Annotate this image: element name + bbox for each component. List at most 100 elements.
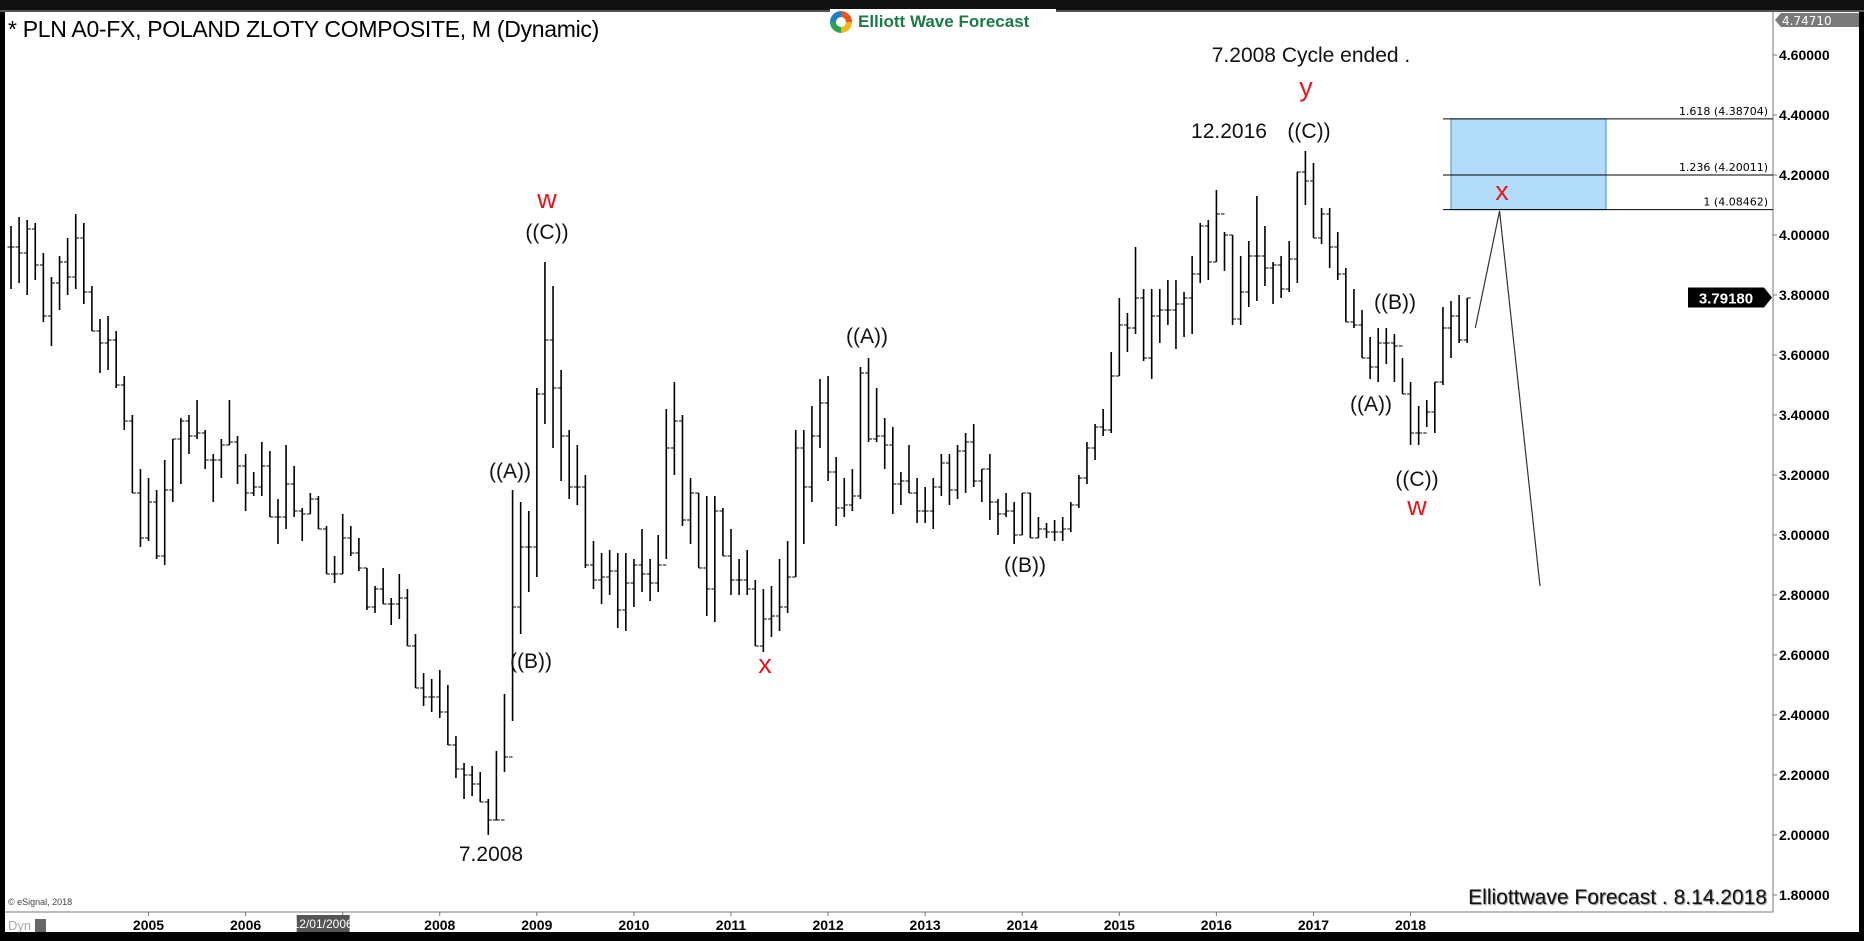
y-tick-label: 2.20000 — [1779, 767, 1830, 783]
ohlc-bar — [323, 526, 331, 575]
wave-label-b-2017: ((B)) — [1374, 291, 1416, 314]
ohlc-bar — [735, 559, 743, 595]
ohlc-bar — [250, 472, 258, 496]
wave-label-a-2017: ((A)) — [1350, 393, 1392, 416]
ohlc-bar — [387, 598, 395, 625]
ohlc-bar — [444, 685, 452, 746]
wave-label-a-2008: ((A)) — [489, 460, 531, 483]
ohlc-bar — [177, 418, 185, 484]
ohlc-bar — [638, 529, 646, 592]
ohlc-bar — [1148, 289, 1156, 379]
ohlc-bar — [816, 379, 824, 448]
ohlc-bar — [1051, 520, 1059, 541]
ohlc-bar — [1212, 190, 1220, 263]
dyn-toggle[interactable]: Dyn — [8, 918, 47, 933]
ohlc-bar — [452, 736, 460, 778]
ohlc-bar — [824, 376, 832, 481]
ohlc-bar — [889, 427, 897, 514]
ohlc-bar — [573, 445, 581, 505]
x-tick-label: 2008 — [424, 917, 455, 933]
ohlc-bar — [1269, 262, 1277, 304]
ohlc-bar — [56, 256, 64, 310]
ohlc-bar — [347, 526, 355, 556]
lock-icon[interactable] — [35, 919, 47, 932]
ohlc-bar — [784, 541, 792, 613]
ohlc-bar — [1059, 517, 1067, 541]
y-tick-label: 3.20000 — [1779, 467, 1830, 483]
ohlc-bar — [23, 220, 31, 295]
wave-label-x-target: x — [1495, 176, 1509, 206]
ohlc-bar — [225, 400, 233, 446]
ohlc-bar — [1390, 334, 1398, 382]
ohlc-bar — [743, 550, 751, 595]
ohlc-bar — [1350, 289, 1358, 328]
x-tick-label: 2017 — [1298, 917, 1329, 933]
ohlc-bar — [136, 469, 144, 547]
ohlc-bar — [533, 388, 541, 577]
ohlc-bar — [1301, 151, 1309, 205]
ohlc-bar — [589, 541, 597, 589]
y-tick-label: 3.00000 — [1779, 527, 1830, 543]
x-tick-label: 2018 — [1395, 917, 1426, 933]
ohlc-bar — [557, 370, 565, 481]
ohlc-bar — [282, 445, 290, 529]
ohlc-bar — [622, 553, 630, 631]
wave-label-date-2016: 12.2016 — [1191, 120, 1267, 143]
ohlc-bar — [161, 460, 169, 565]
ohlc-bar — [1140, 289, 1148, 361]
ohlc-bar — [1439, 307, 1447, 385]
ohlc-bar — [306, 493, 314, 515]
ohlc-bar — [1285, 241, 1293, 292]
ohlc-bar — [962, 433, 970, 493]
ohlc-bar — [606, 550, 614, 595]
ohlc-bar — [428, 679, 436, 712]
ohlc-bar — [1099, 409, 1107, 436]
ohlc-bar — [614, 553, 622, 628]
crosshair-date-box — [296, 915, 350, 932]
ohlc-bar — [209, 454, 217, 502]
footer-credit: Elliottwave Forecast . 8.14.2018 — [1468, 886, 1767, 909]
ohlc-bar — [1123, 313, 1131, 352]
ohlc-bar — [234, 436, 242, 484]
ohlc-bar — [678, 415, 686, 526]
ohlc-bar — [1309, 163, 1317, 239]
x-tick-label: 2011 — [716, 917, 747, 933]
ohlc-bar — [881, 418, 889, 469]
y-tick-label: 3.40000 — [1779, 407, 1830, 423]
ohlc-bar — [153, 490, 161, 559]
ohlc-bar — [1374, 328, 1382, 382]
ohlc-bar — [598, 553, 606, 604]
ohlc-bar — [1075, 475, 1083, 508]
wave-label-c-2016: ((C)) — [1287, 120, 1330, 143]
ohlc-bar — [581, 475, 589, 568]
fib-level-label: 1 (4.08462) — [1703, 196, 1768, 209]
ohlc-bar — [1334, 232, 1342, 280]
high-price-marker — [1775, 13, 1859, 27]
ohlc-bar — [1318, 208, 1326, 244]
ohlc-bar — [751, 580, 759, 647]
ohlc-bar — [1229, 234, 1237, 325]
ohlc-bar — [266, 451, 274, 518]
ohlc-bar — [1326, 208, 1334, 268]
wave-label-w-2018: w — [1406, 491, 1427, 521]
ohlc-bar — [549, 286, 557, 448]
ohlc-bar — [929, 478, 937, 529]
ohlc-bar — [954, 445, 962, 499]
logo-text: Elliott Wave Forecast — [858, 12, 1030, 31]
y-tick-label: 1.80000 — [1779, 887, 1830, 903]
ohlc-bar — [1366, 337, 1374, 379]
y-tick-label: 4.60000 — [1779, 47, 1830, 63]
ohlc-bar — [1091, 424, 1099, 460]
x-tick-label: 2014 — [1007, 917, 1038, 933]
ohlc-bar — [913, 478, 921, 523]
wave-label-cycle-note: 7.2008 Cycle ended . — [1212, 44, 1410, 67]
ohlc-bar — [662, 409, 670, 566]
wave-label-b-2008: ((B)) — [510, 650, 552, 673]
wave-label-x-2011: x — [758, 649, 772, 679]
chart-title: * PLN A0-FX, POLAND ZLOTY COMPOSITE, M (… — [8, 16, 599, 42]
ohlc-bar — [856, 367, 864, 499]
x-tick-label: 2006 — [230, 917, 261, 933]
ohlc-bar — [1382, 328, 1390, 364]
ohlc-bar — [1463, 297, 1471, 343]
